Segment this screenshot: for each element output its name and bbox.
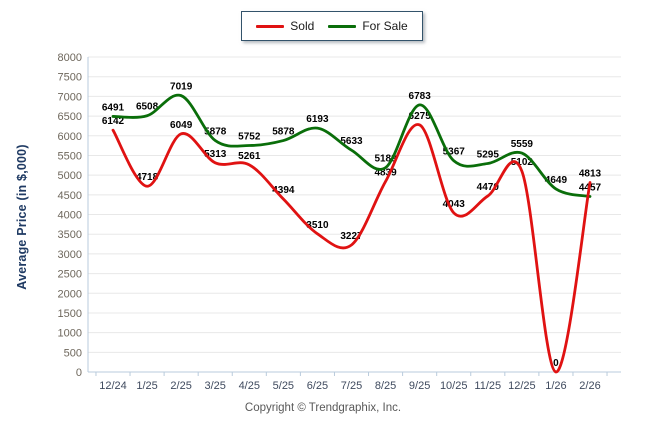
svg-text:2000: 2000: [58, 288, 82, 300]
svg-text:3500: 3500: [58, 229, 82, 241]
svg-text:1500: 1500: [58, 308, 82, 320]
x-tick-label: 7/25: [341, 380, 362, 392]
x-tick-label: 12/24: [99, 380, 127, 392]
legend-item-sold[interactable]: Sold: [256, 19, 314, 33]
data-label: 7019: [170, 82, 193, 93]
x-tick-label: 2/26: [579, 380, 600, 392]
x-tick-label: 3/25: [205, 380, 226, 392]
svg-text:1000: 1000: [58, 328, 82, 340]
data-label: 5367: [443, 147, 466, 158]
data-label: 4839: [374, 167, 397, 178]
svg-text:8000: 8000: [58, 52, 82, 64]
svg-text:500: 500: [64, 347, 82, 359]
data-label: 5102: [511, 157, 534, 168]
x-tick-label: 4/25: [239, 380, 260, 392]
series-line-for-sale: [111, 93, 592, 198]
data-label: 4813: [579, 168, 602, 179]
svg-text:5000: 5000: [58, 170, 82, 182]
x-tick-label: 8/25: [375, 380, 396, 392]
legend: Sold For Sale: [241, 11, 423, 41]
sold-line-swatch: [256, 24, 285, 28]
data-label: 6142: [102, 116, 125, 127]
data-label: 5189: [374, 154, 397, 165]
data-label: 6193: [306, 114, 329, 125]
legend-label-for-sale: For Sale: [362, 19, 408, 33]
data-label: 5878: [204, 127, 227, 138]
data-label: 3227: [340, 231, 363, 242]
data-label: 6491: [102, 102, 125, 113]
data-label: 4649: [545, 175, 568, 186]
data-label: 6783: [409, 91, 432, 102]
svg-text:7000: 7000: [58, 91, 82, 103]
copyright-text: Copyright © Trendgraphix, Inc.: [244, 402, 402, 414]
svg-text:4500: 4500: [58, 190, 82, 202]
data-label: 6508: [136, 102, 159, 113]
svg-text:2500: 2500: [58, 269, 82, 281]
x-tick-label: 1/25: [136, 380, 157, 392]
for-sale-line-swatch: [328, 24, 357, 28]
data-label: 5633: [340, 136, 363, 147]
data-label: 6049: [170, 120, 193, 131]
x-tick-label: 5/25: [273, 380, 294, 392]
data-label: 5313: [204, 149, 227, 160]
data-label: 5295: [477, 150, 500, 161]
legend-item-for-sale[interactable]: For Sale: [328, 19, 408, 33]
x-tick-label: 2/25: [170, 380, 191, 392]
data-label: 3510: [306, 220, 329, 231]
svg-text:4000: 4000: [58, 210, 82, 222]
data-label: 4043: [443, 199, 466, 210]
data-label: 5752: [238, 132, 261, 143]
svg-text:7500: 7500: [58, 72, 82, 84]
data-label: 4470: [477, 182, 500, 193]
data-label: 4718: [136, 172, 159, 183]
svg-text:6000: 6000: [58, 131, 82, 143]
svg-text:0: 0: [76, 367, 82, 379]
data-label: 0: [553, 358, 559, 369]
x-tick-label: 11/25: [474, 380, 501, 392]
x-tick-label: 6/25: [307, 380, 328, 392]
x-tick-label: 1/26: [545, 380, 566, 392]
x-tick-label: 12/25: [508, 380, 536, 392]
x-tick-label: 9/25: [409, 380, 430, 392]
data-label: 5878: [272, 127, 295, 138]
y-axis-title: Average Price (in $,000): [15, 144, 29, 290]
svg-text:6500: 6500: [58, 111, 82, 123]
data-label: 5559: [511, 139, 534, 150]
legend-label-sold: Sold: [290, 19, 315, 33]
svg-text:3000: 3000: [58, 249, 82, 261]
svg-text:5500: 5500: [58, 150, 82, 162]
x-tick-label: 10/25: [440, 380, 468, 392]
data-label: 4394: [272, 185, 295, 196]
data-label: 5261: [238, 151, 261, 162]
series-line-sold: [111, 123, 592, 374]
data-label: 6275: [409, 111, 432, 122]
